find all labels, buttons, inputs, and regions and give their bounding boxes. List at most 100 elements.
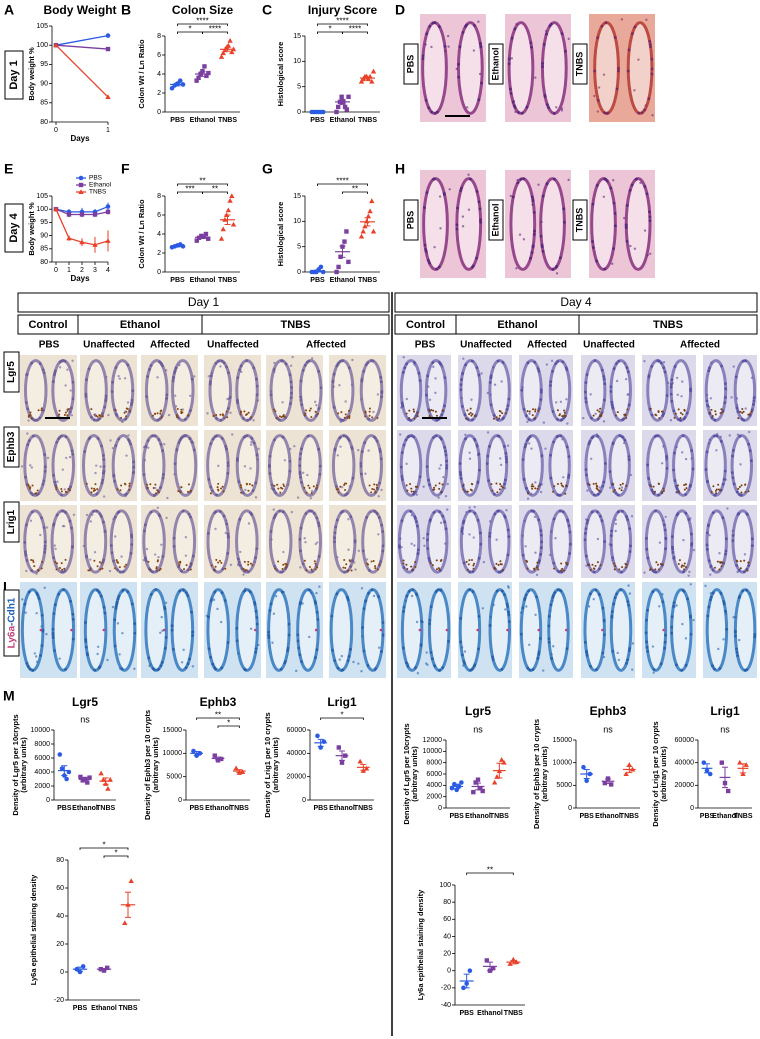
nucleus (39, 654, 42, 657)
nucleus (52, 474, 55, 477)
y-tick-label: 0 (447, 968, 451, 975)
nucleus (98, 666, 101, 669)
nucleus (660, 362, 663, 365)
nucleus (416, 493, 418, 495)
nucleus (473, 49, 475, 51)
nucleus (52, 524, 55, 527)
nucleus (545, 33, 548, 36)
nucleus (378, 482, 381, 485)
nucleus (609, 187, 612, 190)
stain-dot (33, 565, 35, 567)
nucleus (270, 390, 272, 392)
y-tick-label: 0 (157, 109, 161, 116)
stain-dot (217, 483, 219, 485)
stain-dot (310, 408, 312, 410)
nucleus (603, 619, 606, 622)
stain-dot (374, 567, 376, 569)
micrograph (20, 355, 77, 426)
nucleus (250, 513, 253, 516)
nucleus (670, 400, 673, 403)
nucleus (568, 455, 571, 458)
nucleus (460, 477, 463, 480)
nucleus (744, 553, 746, 555)
nucleus (736, 397, 738, 399)
nucleus (405, 463, 407, 465)
stain-dot (97, 416, 99, 418)
nucleus (221, 568, 224, 571)
stain-dot (625, 566, 627, 568)
nucleus (94, 472, 96, 474)
nucleus (403, 366, 406, 369)
stain-dot (747, 562, 749, 564)
nucleus (282, 591, 284, 593)
nucleus (351, 384, 353, 386)
nucleus (590, 417, 593, 420)
nucleus (316, 611, 319, 614)
stain-dot (96, 488, 98, 490)
nucleus (614, 224, 617, 227)
nucleus (649, 253, 651, 255)
stain-dot (177, 408, 179, 410)
nucleus (671, 535, 674, 538)
stain-dot (658, 483, 660, 485)
y-tick-label: 8 (157, 33, 161, 40)
nucleus (307, 435, 310, 438)
y-tick-label: 6000 (426, 771, 442, 778)
x-tick-label: PBS (449, 813, 464, 820)
nucleus (52, 636, 55, 639)
stain-dot (180, 412, 182, 414)
nucleus (540, 454, 543, 457)
nucleus (43, 371, 46, 374)
nucleus (549, 454, 552, 457)
nucleus (739, 435, 742, 438)
y-tick-label: 8 (157, 193, 161, 200)
nucleus (475, 257, 478, 260)
nucleus (603, 382, 606, 385)
stain-dot (59, 567, 61, 569)
nucleus (500, 464, 502, 466)
stain-dot (89, 569, 91, 571)
nucleus (673, 556, 675, 558)
nucleus (661, 462, 663, 464)
nucleus (42, 480, 45, 483)
stain-dot (344, 417, 346, 419)
stain-dot (282, 564, 284, 566)
nucleus (316, 541, 318, 543)
stain-dot (313, 485, 315, 487)
nucleus (160, 544, 162, 546)
nucleus (614, 36, 617, 39)
stain-dot (532, 485, 534, 487)
y-tick-label: 95 (40, 219, 48, 226)
nucleus (252, 366, 255, 369)
y-tick-label: 40000 (675, 760, 695, 767)
nucleus (714, 419, 717, 422)
nucleus (36, 419, 39, 422)
nucleus (162, 555, 165, 558)
nucleus (306, 361, 309, 364)
nucleus (174, 395, 176, 397)
nucleus (621, 418, 624, 421)
micrograph (204, 355, 261, 426)
stain-dot (58, 413, 60, 415)
stain-dot (495, 482, 497, 484)
nucleus (501, 590, 504, 593)
nucleus (185, 555, 187, 557)
stain-dot (680, 417, 682, 419)
nucleus (519, 233, 521, 235)
stain-dot (739, 411, 741, 413)
nucleus (673, 479, 676, 482)
micrograph (703, 582, 757, 678)
nucleus (735, 647, 738, 650)
nucleus (274, 513, 277, 516)
nucleus (119, 667, 121, 669)
stain-dot (149, 483, 151, 485)
nucleus (430, 46, 432, 48)
nucleus (360, 398, 362, 400)
nucleus (165, 393, 168, 396)
nucleus (736, 654, 739, 657)
nucleus (736, 404, 738, 406)
nucleus (426, 547, 429, 550)
nucleus (610, 616, 613, 619)
nucleus (657, 494, 660, 497)
nucleus (590, 458, 592, 460)
